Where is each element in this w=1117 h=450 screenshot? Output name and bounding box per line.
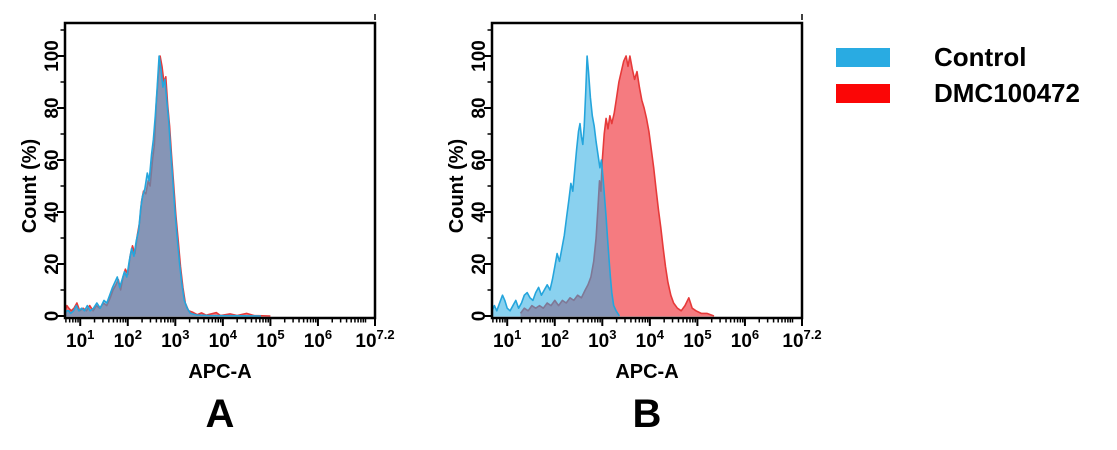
plot-frame bbox=[63, 21, 377, 320]
x-tick-label: 106 bbox=[304, 327, 332, 352]
legend-row-control: Control bbox=[836, 44, 1080, 70]
control-swatch-icon bbox=[836, 47, 890, 67]
y-tick-label: 40 bbox=[42, 201, 63, 222]
y-tick-label: 40 bbox=[469, 201, 490, 222]
x-tick-label: 101 bbox=[493, 327, 521, 352]
y-tick-label: 0 bbox=[42, 311, 63, 322]
y-axis-title: Count (%) bbox=[446, 139, 468, 233]
x-tick-label: 103 bbox=[588, 327, 616, 352]
x-tick-label: 104 bbox=[209, 327, 238, 352]
series-outline-control bbox=[491, 55, 621, 317]
legend: Control DMC100472 bbox=[836, 44, 1080, 116]
legend-label-control: Control bbox=[934, 42, 1027, 72]
x-tick-label: 101 bbox=[66, 327, 94, 352]
dmc100472-swatch-icon bbox=[836, 83, 890, 103]
x-tick-label: 105 bbox=[683, 327, 711, 352]
y-tick-label: 100 bbox=[42, 40, 63, 72]
y-tick-label: 20 bbox=[469, 253, 490, 274]
axes: 101 102 103 104 105 106 107.2 0 20 40 60 80 100 bbox=[469, 29, 822, 352]
x-axis-title: APC-A bbox=[188, 361, 251, 383]
x-axis-title: APC-A bbox=[615, 361, 678, 383]
x-tick-label: 103 bbox=[161, 327, 189, 352]
series-area-dmc100472 bbox=[520, 56, 714, 317]
y-tick-label: 20 bbox=[42, 253, 63, 274]
y-tick-label: 80 bbox=[42, 97, 63, 118]
panel-a-letter: A bbox=[205, 392, 235, 436]
legend-row-dmc100472: DMC100472 bbox=[836, 80, 1080, 106]
x-tick-label: 104 bbox=[636, 327, 665, 352]
panel-b-chart: 101 102 103 104 105 106 107.2 0 20 40 60 80 100 APC-A… bbox=[446, 14, 822, 383]
x-tick-label: 102 bbox=[114, 327, 142, 352]
legend-label-dmc100472: DMC100472 bbox=[934, 78, 1080, 108]
x-tick-label: 107.2 bbox=[782, 327, 821, 352]
x-tick-label: 102 bbox=[541, 327, 569, 352]
x-tick-label: 106 bbox=[731, 327, 759, 352]
series-area-control bbox=[492, 56, 620, 317]
panel-b-letter: B bbox=[632, 392, 662, 436]
y-axis-title: Count (%) bbox=[19, 139, 41, 233]
y-tick-label: 60 bbox=[469, 149, 490, 170]
y-tick-label: 80 bbox=[469, 97, 490, 118]
y-tick-label: 100 bbox=[469, 40, 490, 72]
series-area-control bbox=[65, 56, 261, 317]
panel-a-chart: 101 102 103 104 105 106 107.2 0 20 40 60 80 100 APC-A… bbox=[19, 14, 395, 383]
axes: 101 102 103 104 105 106 107.2 0 20 40 60 80 100 bbox=[42, 29, 395, 352]
x-tick-label: 107.2 bbox=[355, 327, 394, 352]
y-tick-label: 0 bbox=[469, 311, 490, 322]
series-outline-control bbox=[64, 55, 261, 317]
x-tick-label: 105 bbox=[256, 327, 284, 352]
y-tick-label: 60 bbox=[42, 149, 63, 170]
